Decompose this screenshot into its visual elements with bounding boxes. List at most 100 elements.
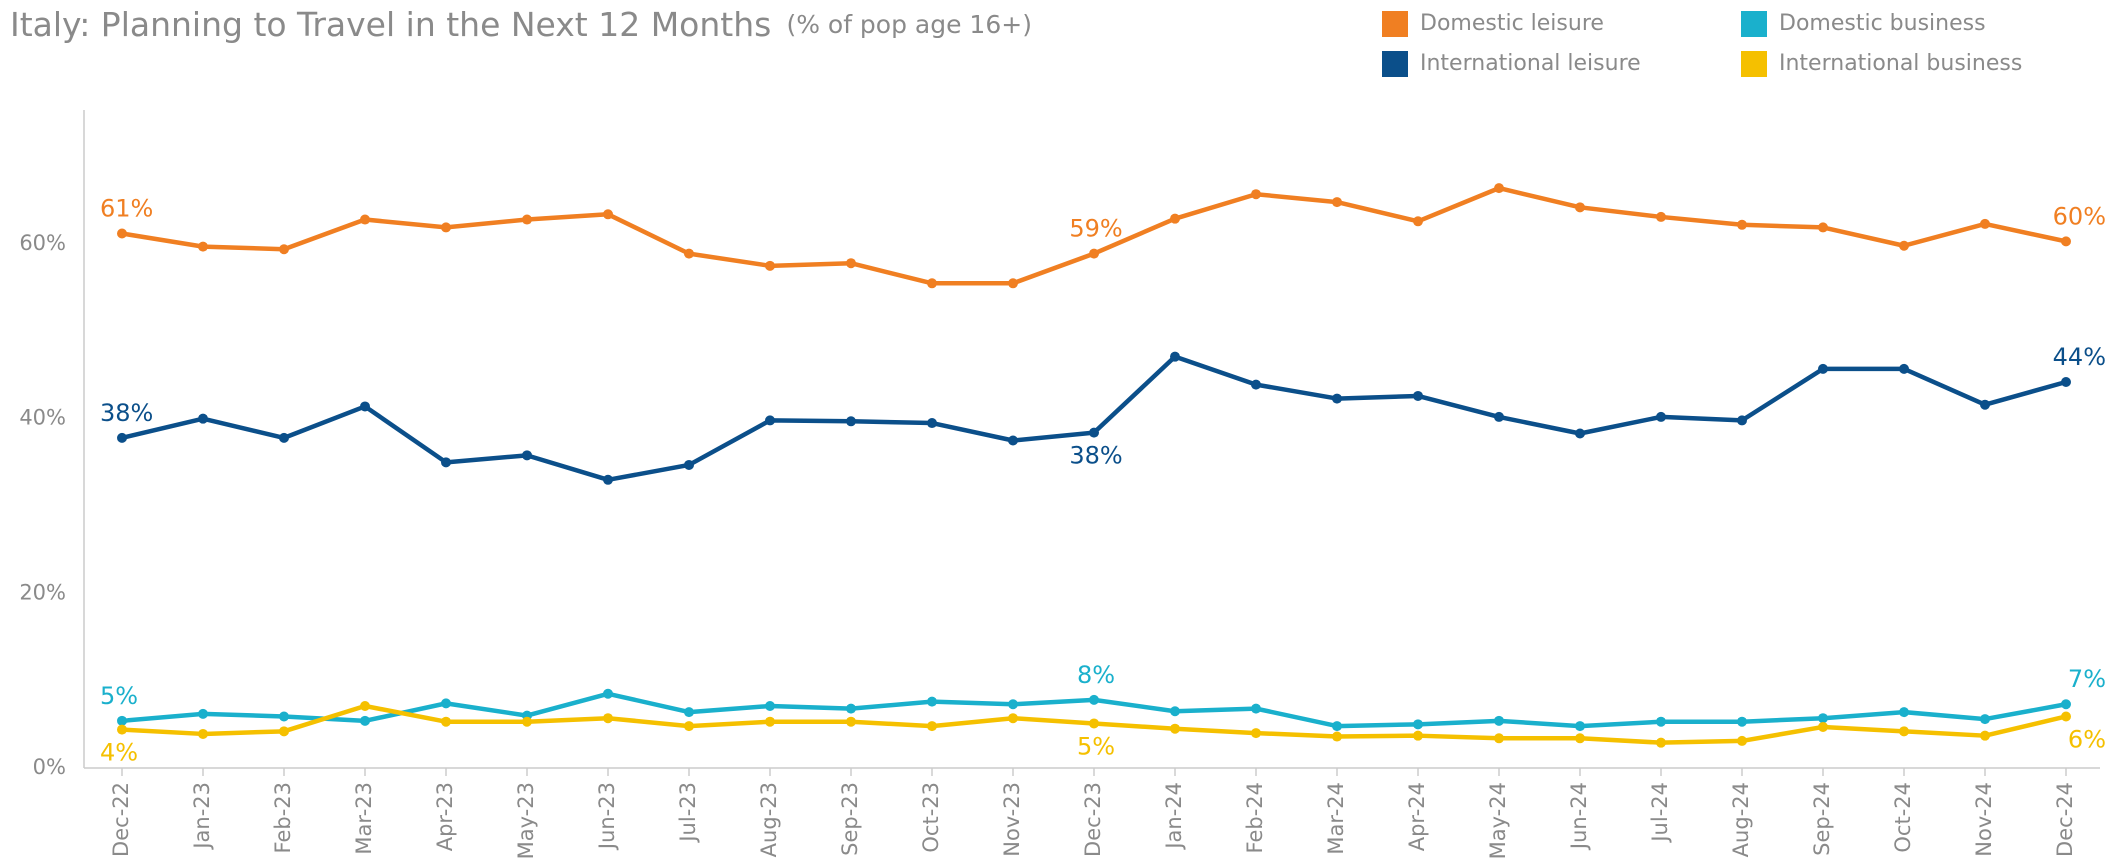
- data-point: [846, 703, 856, 714]
- data-point: [1575, 721, 1585, 732]
- x-tick-label: May-24: [1486, 782, 1510, 859]
- data-point: [1332, 731, 1342, 742]
- legend-label: International business: [1779, 51, 2022, 76]
- data-point: [765, 700, 775, 711]
- x-tick-label: Jan-24: [1162, 782, 1186, 851]
- y-tick-label: 40%: [19, 406, 66, 430]
- data-label: 7%: [2068, 665, 2106, 693]
- data-point: [846, 258, 856, 269]
- data-point: [1413, 730, 1423, 741]
- x-tick-label: Jun-24: [1567, 782, 1591, 851]
- x-tick-label: Sep-23: [838, 782, 862, 856]
- data-point: [1332, 393, 1342, 404]
- chart-title: Italy: Planning to Travel in the Next 12…: [10, 5, 771, 44]
- legend-label: Domestic leisure: [1420, 11, 1604, 36]
- data-point: [684, 248, 694, 259]
- data-point: [1899, 707, 1909, 718]
- data-point: [927, 721, 937, 732]
- data-point: [198, 728, 208, 739]
- x-tick-label: Jun-23: [595, 782, 619, 851]
- chart-subtitle: (% of pop age 16+): [786, 10, 1032, 39]
- data-point: [1494, 411, 1504, 422]
- legend-swatch: [1382, 51, 1408, 77]
- data-point: [1656, 211, 1666, 222]
- data-point: [684, 721, 694, 732]
- data-point: [522, 214, 532, 225]
- data-label: 5%: [100, 682, 138, 710]
- data-point: [441, 698, 451, 709]
- x-tick-label: Feb-24: [1243, 782, 1267, 853]
- data-point: [1089, 248, 1099, 259]
- data-point: [1899, 240, 1909, 251]
- data-point: [441, 457, 451, 468]
- data-point: [765, 415, 775, 426]
- data-point: [684, 707, 694, 718]
- data-point: [1818, 363, 1828, 374]
- data-point: [684, 459, 694, 470]
- data-point: [1170, 213, 1180, 224]
- x-tick-label: Sep-24: [1810, 782, 1834, 856]
- data-point: [1008, 713, 1018, 724]
- data-label: 61%: [100, 195, 153, 223]
- data-label: 38%: [1069, 442, 1122, 470]
- data-label: 44%: [2053, 343, 2106, 371]
- legend-swatch: [1382, 11, 1408, 37]
- data-point: [1008, 278, 1018, 289]
- data-label: 59%: [1069, 215, 1122, 243]
- x-tick-label: Oct-24: [1891, 782, 1915, 853]
- data-point: [1656, 716, 1666, 727]
- y-tick-label: 60%: [19, 231, 66, 255]
- data-point: [2061, 236, 2071, 247]
- x-tick-label: Apr-24: [1405, 782, 1429, 851]
- data-point: [1413, 390, 1423, 401]
- data-point: [279, 711, 289, 722]
- data-point: [603, 713, 613, 724]
- data-point: [765, 260, 775, 271]
- data-point: [117, 228, 127, 239]
- data-point: [765, 716, 775, 727]
- x-tick-label: Mar-23: [352, 782, 376, 855]
- legend-label: International leisure: [1420, 51, 1641, 76]
- data-point: [1980, 730, 1990, 741]
- data-point: [1413, 216, 1423, 227]
- data-point: [1251, 728, 1261, 739]
- data-point: [360, 401, 370, 412]
- data-point: [117, 724, 127, 735]
- data-point: [603, 474, 613, 485]
- data-point: [927, 696, 937, 707]
- x-tick-label: Aug-23: [757, 782, 781, 857]
- x-tick-label: Apr-23: [433, 782, 457, 851]
- x-tick-label: Jan-23: [190, 782, 214, 851]
- data-label: 60%: [2053, 202, 2106, 230]
- data-point: [360, 214, 370, 225]
- y-tick-label: 0%: [33, 755, 66, 779]
- x-tick-label: Nov-23: [1000, 782, 1024, 857]
- data-point: [279, 432, 289, 443]
- x-tick-label: Dec-23: [1081, 782, 1105, 857]
- data-point: [1008, 699, 1018, 710]
- data-point: [441, 716, 451, 727]
- data-point: [198, 241, 208, 252]
- x-tick-label: Dec-24: [2053, 782, 2077, 857]
- data-point: [1980, 714, 1990, 725]
- data-label: 38%: [100, 399, 153, 427]
- data-point: [1413, 719, 1423, 730]
- data-point: [1980, 399, 1990, 410]
- data-point: [1737, 735, 1747, 746]
- data-point: [2061, 699, 2071, 710]
- data-point: [1089, 718, 1099, 729]
- x-tick-label: May-23: [514, 782, 538, 859]
- data-point: [1818, 721, 1828, 732]
- data-point: [1737, 415, 1747, 426]
- data-point: [279, 244, 289, 255]
- data-point: [1008, 435, 1018, 446]
- data-point: [279, 726, 289, 737]
- data-point: [198, 708, 208, 719]
- data-point: [198, 413, 208, 424]
- data-point: [1494, 183, 1504, 194]
- data-point: [1332, 721, 1342, 732]
- data-point: [1899, 726, 1909, 737]
- data-point: [1818, 713, 1828, 724]
- chart-title-group: Italy: Planning to Travel in the Next 12…: [10, 5, 1032, 44]
